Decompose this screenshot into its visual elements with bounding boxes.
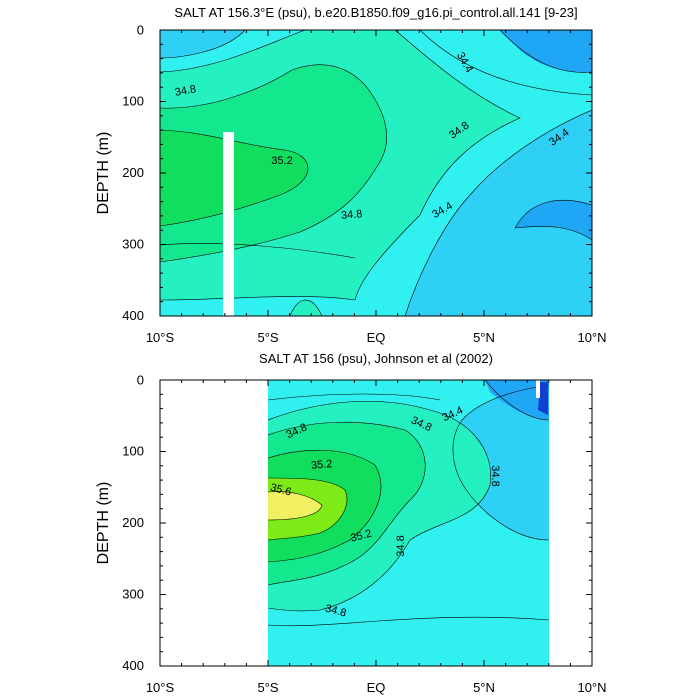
x-tick-label: 5°S <box>257 330 278 345</box>
y-tick-label: 300 <box>122 587 144 602</box>
fill-34.2-mid <box>515 200 592 240</box>
panel-bottom: SALT AT 156 (psu), Johnson et al (2002) <box>95 351 607 695</box>
panel-bottom-missing-data <box>536 380 540 398</box>
fill-34.2-ne <box>485 380 549 420</box>
panel-bottom-contour-lines <box>268 380 549 627</box>
x-tick-label: 5°N <box>473 680 495 695</box>
panel-top-contour-lines <box>160 30 592 316</box>
fill-34.0-surface <box>538 382 548 415</box>
x-tick-label: EQ <box>367 330 386 345</box>
x-tick-label: 10°N <box>577 330 606 345</box>
fill-35.6 <box>268 491 322 520</box>
contour-label: 35.2 <box>349 528 373 545</box>
panel-bottom-contour-fill <box>268 380 549 666</box>
y-tick-label: 100 <box>122 94 144 109</box>
y-tick-label: 0 <box>137 373 144 388</box>
panel-top-missing-data <box>223 132 234 316</box>
panel-bottom-ticks <box>159 379 593 667</box>
y-tick-label: 200 <box>122 515 144 530</box>
panel-top-ticks <box>159 29 593 317</box>
contour-label: 34.8 <box>395 535 407 556</box>
contour-label: 35.2 <box>271 155 292 167</box>
x-tick-label: 10°S <box>146 680 175 695</box>
x-tick-label: 5°N <box>473 330 495 345</box>
x-tick-label: EQ <box>367 680 386 695</box>
y-tick-label: 400 <box>122 308 144 323</box>
contour-label: 34.8 <box>174 83 197 99</box>
panel-bottom-title: SALT AT 156 (psu), Johnson et al (2002) <box>259 351 493 366</box>
x-tick-label: 5°S <box>257 680 278 695</box>
x-tick-label: 10°S <box>146 330 175 345</box>
y-tick-label: 100 <box>122 444 144 459</box>
contour-label: 35.2 <box>311 458 333 472</box>
contour-label: 34.8 <box>489 465 501 486</box>
y-tick-label: 200 <box>122 165 144 180</box>
y-tick-label: 400 <box>122 658 144 673</box>
contour-label: 35.6 <box>269 482 293 499</box>
fill-34.4-east <box>405 30 592 316</box>
y-tick-label: 0 <box>137 23 144 38</box>
x-tick-label: 10°N <box>577 680 606 695</box>
y-tick-label: 300 <box>122 237 144 252</box>
y-axis-label: DEPTH (m) <box>95 482 112 565</box>
y-axis-label: DEPTH (m) <box>95 132 112 215</box>
panel-top: SALT AT 156.3°E (psu), b.e20.B1850.f09_g… <box>95 5 607 345</box>
fill-34.2-ne <box>500 30 592 73</box>
fill-34.4-nw <box>160 30 245 58</box>
contour-label: 34.8 <box>324 603 348 620</box>
panel-top-title: SALT AT 156.3°E (psu), b.e20.B1850.f09_g… <box>174 5 577 20</box>
panel-top-contour-fill <box>160 30 592 316</box>
contour-label: 34.8 <box>341 208 363 222</box>
fill-35.2 <box>160 130 309 226</box>
